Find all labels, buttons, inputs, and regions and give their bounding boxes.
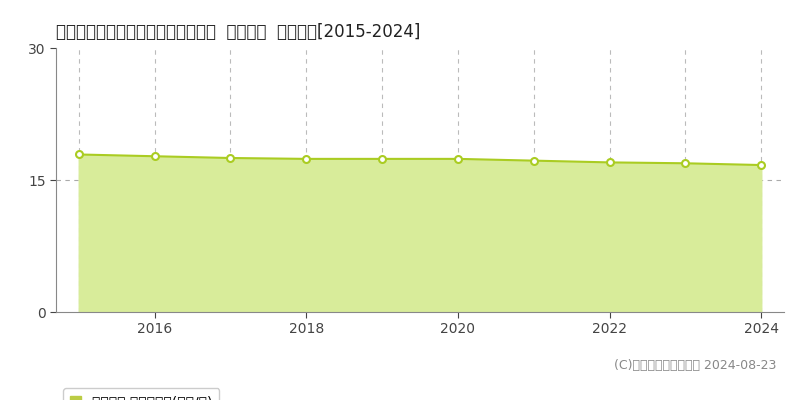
Legend: 地価公示 平均坪単価(万円/坪): 地価公示 平均坪単価(万円/坪)	[63, 388, 219, 400]
Text: 青森県弘前市大字鍛冶町３０番１外  地価公示  地価推移[2015-2024]: 青森県弘前市大字鍛冶町３０番１外 地価公示 地価推移[2015-2024]	[56, 23, 420, 41]
Text: (C)土地価格ドットコム 2024-08-23: (C)土地価格ドットコム 2024-08-23	[614, 359, 776, 372]
